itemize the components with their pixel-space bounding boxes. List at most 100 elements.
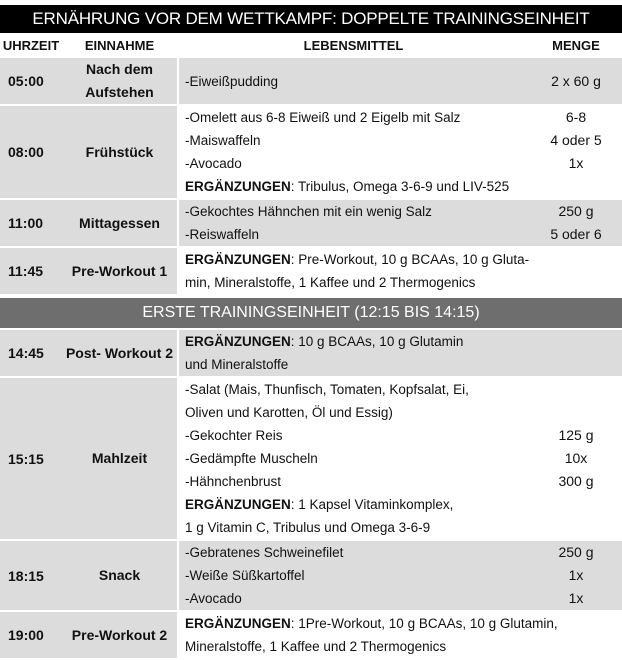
meal-row: ERGÄNZUNGEN: 1 Kapsel Vitaminkomplex, bbox=[0, 493, 622, 516]
food-amount: 250 g bbox=[530, 541, 622, 564]
food-item: -Eiweißpudding bbox=[177, 58, 530, 106]
food-amount: 125 g bbox=[558, 427, 594, 443]
food-text: Oliven und Karotten, Öl und Essig) bbox=[185, 405, 393, 420]
food-amount bbox=[530, 330, 622, 353]
meal-intake: Pre-Workout 2 bbox=[62, 612, 177, 660]
food-text: -Maiswaffeln bbox=[185, 133, 261, 148]
food-amount: 1x bbox=[568, 155, 584, 171]
food-item: -Reiswaffeln bbox=[177, 223, 530, 248]
food-text: -Gekochtes Hähnchen mit ein wenig Salz bbox=[185, 204, 432, 219]
food-text: -Omelett aus 6-8 Eiweiß und 2 Eigelb mit… bbox=[185, 110, 461, 125]
food-text: : Tribulus, Omega 3-6-9 und LIV-525 bbox=[290, 179, 510, 194]
food-amount: 6-8 bbox=[565, 109, 587, 125]
meal-intake: Post- Workout 2 bbox=[62, 330, 177, 378]
food-amount bbox=[530, 175, 622, 200]
food-text: und Mineralstoffe bbox=[185, 357, 289, 372]
nutrition-plan: ERNÄHRUNG VOR DEM WETTKAMPF: DOPPELTE TR… bbox=[0, 5, 622, 660]
food-text: -Reiswaffeln bbox=[185, 227, 260, 242]
supplement-label: ERGÄNZUNGEN bbox=[185, 252, 291, 267]
food-text: -Eiweißpudding bbox=[185, 73, 279, 89]
column-header-time: UHRZEIT bbox=[2, 38, 60, 53]
meal-row: -Gekochter Reis 125 g bbox=[0, 424, 622, 447]
food-item: ERGÄNZUNGEN: 1Pre-Workout, 10 g BCAAs, 1… bbox=[177, 612, 558, 635]
food-amount: 2 x 60 g bbox=[530, 58, 622, 106]
meal-row: -Weiße Süßkartoffel 1x bbox=[0, 564, 622, 587]
column-header-intake: EINNAHME bbox=[84, 38, 155, 53]
food-text: : 1Pre-Workout, 10 g BCAAs, 10 g Glutami… bbox=[290, 616, 558, 631]
meal-time: 08:00 bbox=[0, 106, 62, 200]
food-text: -Hähnchenbrust bbox=[185, 474, 282, 489]
food-item: -Gedämpfte Muscheln bbox=[177, 447, 530, 470]
food-item: ERGÄNZUNGEN: Pre-Workout, 10 g BCAAs, 10… bbox=[177, 248, 530, 271]
column-header-food: LEBENSMITTEL bbox=[303, 38, 404, 53]
food-text: 1 g Vitamin C, Tribulus und Omega 3-6-9 bbox=[185, 520, 431, 535]
food-item: 1 g Vitamin C, Tribulus und Omega 3-6-9 bbox=[177, 516, 530, 541]
meal-row: -Avocado 1x bbox=[0, 587, 622, 612]
food-item: ERGÄNZUNGEN: 1 Kapsel Vitaminkomplex, bbox=[177, 493, 530, 516]
food-item: -Gekochter Reis bbox=[177, 424, 530, 447]
meal-intake: Snack bbox=[62, 541, 177, 612]
meal-row: ERGÄNZUNGEN: Tribulus, Omega 3-6-9 und L… bbox=[0, 175, 622, 200]
food-amount bbox=[530, 378, 622, 401]
meal-row: 08:00 Frühstück -Omelett aus 6-8 Eiweiß un… bbox=[0, 106, 622, 200]
meal-intake: Pre-Workout 1 bbox=[62, 248, 177, 296]
column-headers: UHRZEIT EINNAHME LEBENSMITTEL MENGE bbox=[0, 33, 622, 58]
meal-row: Oliven und Karotten, Öl und Essig) bbox=[0, 401, 622, 424]
meal-time: 15:15 bbox=[0, 378, 62, 541]
food-item: Oliven und Karotten, Öl und Essig) bbox=[177, 401, 530, 424]
food-item: -Omelett aus 6-8 Eiweiß und 2 Eigelb mit… bbox=[177, 106, 530, 129]
page-title: ERNÄHRUNG VOR DEM WETTKAMPF: DOPPELTE TR… bbox=[0, 5, 622, 33]
intake-label: Nach dem bbox=[86, 61, 153, 77]
supplement-label: ERGÄNZUNGEN bbox=[185, 334, 291, 349]
food-amount bbox=[530, 516, 622, 541]
food-item: ERGÄNZUNGEN: 10 g BCAAs, 10 g Glutamin bbox=[177, 330, 530, 353]
food-item: -Weiße Süßkartoffel bbox=[177, 564, 530, 587]
meal-time: 19:00 bbox=[0, 612, 62, 660]
food-item: min, Mineralstoffe, 1 Kaffee und 2 Therm… bbox=[177, 271, 530, 296]
food-amount: 1x bbox=[530, 587, 622, 612]
food-text: -Weiße Süßkartoffel bbox=[185, 568, 305, 583]
food-item: -Gekochtes Hähnchen mit ein wenig Salz bbox=[177, 200, 530, 223]
supplement-label: ERGÄNZUNGEN bbox=[185, 497, 291, 512]
meal-intake: Frühstück bbox=[62, 106, 177, 200]
food-amount bbox=[530, 401, 622, 424]
meal-row: -Maiswaffeln 4 oder 5 bbox=[0, 129, 622, 152]
intake-label: Post- Workout 2 bbox=[65, 344, 174, 361]
food-amount bbox=[530, 493, 622, 516]
meal-row: -Gedämpfte Muscheln 10x bbox=[0, 447, 622, 470]
meal-time: 11:00 bbox=[0, 200, 62, 248]
food-item: und Mineralstoffe bbox=[177, 353, 530, 378]
meal-row: 11:00 Mittagessen -Gekochtes Hähnchen mit … bbox=[0, 200, 622, 248]
intake-label: Snack bbox=[98, 567, 141, 583]
meal-row: 05:00 Nach dem Aufstehen -Eiweißpudding 2 x … bbox=[0, 58, 622, 106]
plan-table-header: UHRZEIT EINNAHME LEBENSMITTEL MENGE bbox=[0, 33, 622, 58]
meal-row: 15:15 Mahlzeit -Salat (Mais, Thunfisch, To… bbox=[0, 378, 622, 541]
meal-row: 11:45 Pre-Workout 1 ERGÄNZUNGEN: Pre-Worko… bbox=[0, 248, 622, 296]
food-text: : 10 g BCAAs, 10 g Glutamin bbox=[290, 334, 464, 349]
food-text: -Avocado bbox=[185, 156, 242, 171]
food-amount bbox=[530, 635, 622, 660]
meal-time: 14:45 bbox=[0, 330, 62, 378]
meal-time: 11:45 bbox=[0, 248, 62, 296]
food-amount: 250 g bbox=[530, 200, 622, 223]
meal-row: 18:15 Snack -Gebratenes Schweinefilet 250 g bbox=[0, 541, 622, 612]
training-session-banner: ERSTE TRAININGSEINHEIT (12:15 BIS 14:15) bbox=[0, 296, 622, 330]
meal-time: 05:00 bbox=[0, 58, 62, 106]
food-text: -Gedämpfte Muscheln bbox=[185, 451, 318, 466]
supplement-label: ERGÄNZUNGEN bbox=[185, 179, 291, 194]
meal-intake: Mittagessen bbox=[62, 200, 177, 248]
food-text: -Gebratenes Schweinefilet bbox=[185, 545, 344, 560]
food-amount: 10x bbox=[564, 450, 588, 466]
food-item: -Avocado bbox=[177, 152, 530, 175]
meal-row: 14:45 Post- Workout 2 ERGÄNZUNGEN: 10 g BC… bbox=[0, 330, 622, 378]
food-amount: 300 g bbox=[558, 473, 594, 489]
meal-time: 18:15 bbox=[0, 541, 62, 612]
meal-row: und Mineralstoffe bbox=[0, 353, 622, 378]
food-text: : 1 Kapsel Vitaminkomplex, bbox=[290, 497, 454, 512]
food-amount bbox=[530, 353, 622, 378]
meal-intake: Mahlzeit bbox=[62, 378, 177, 541]
meal-row: -Reiswaffeln 5 oder 6 bbox=[0, 223, 622, 248]
food-text: -Avocado bbox=[185, 591, 242, 606]
food-amount: 1x bbox=[530, 564, 622, 587]
supplement-label: ERGÄNZUNGEN bbox=[185, 616, 291, 631]
